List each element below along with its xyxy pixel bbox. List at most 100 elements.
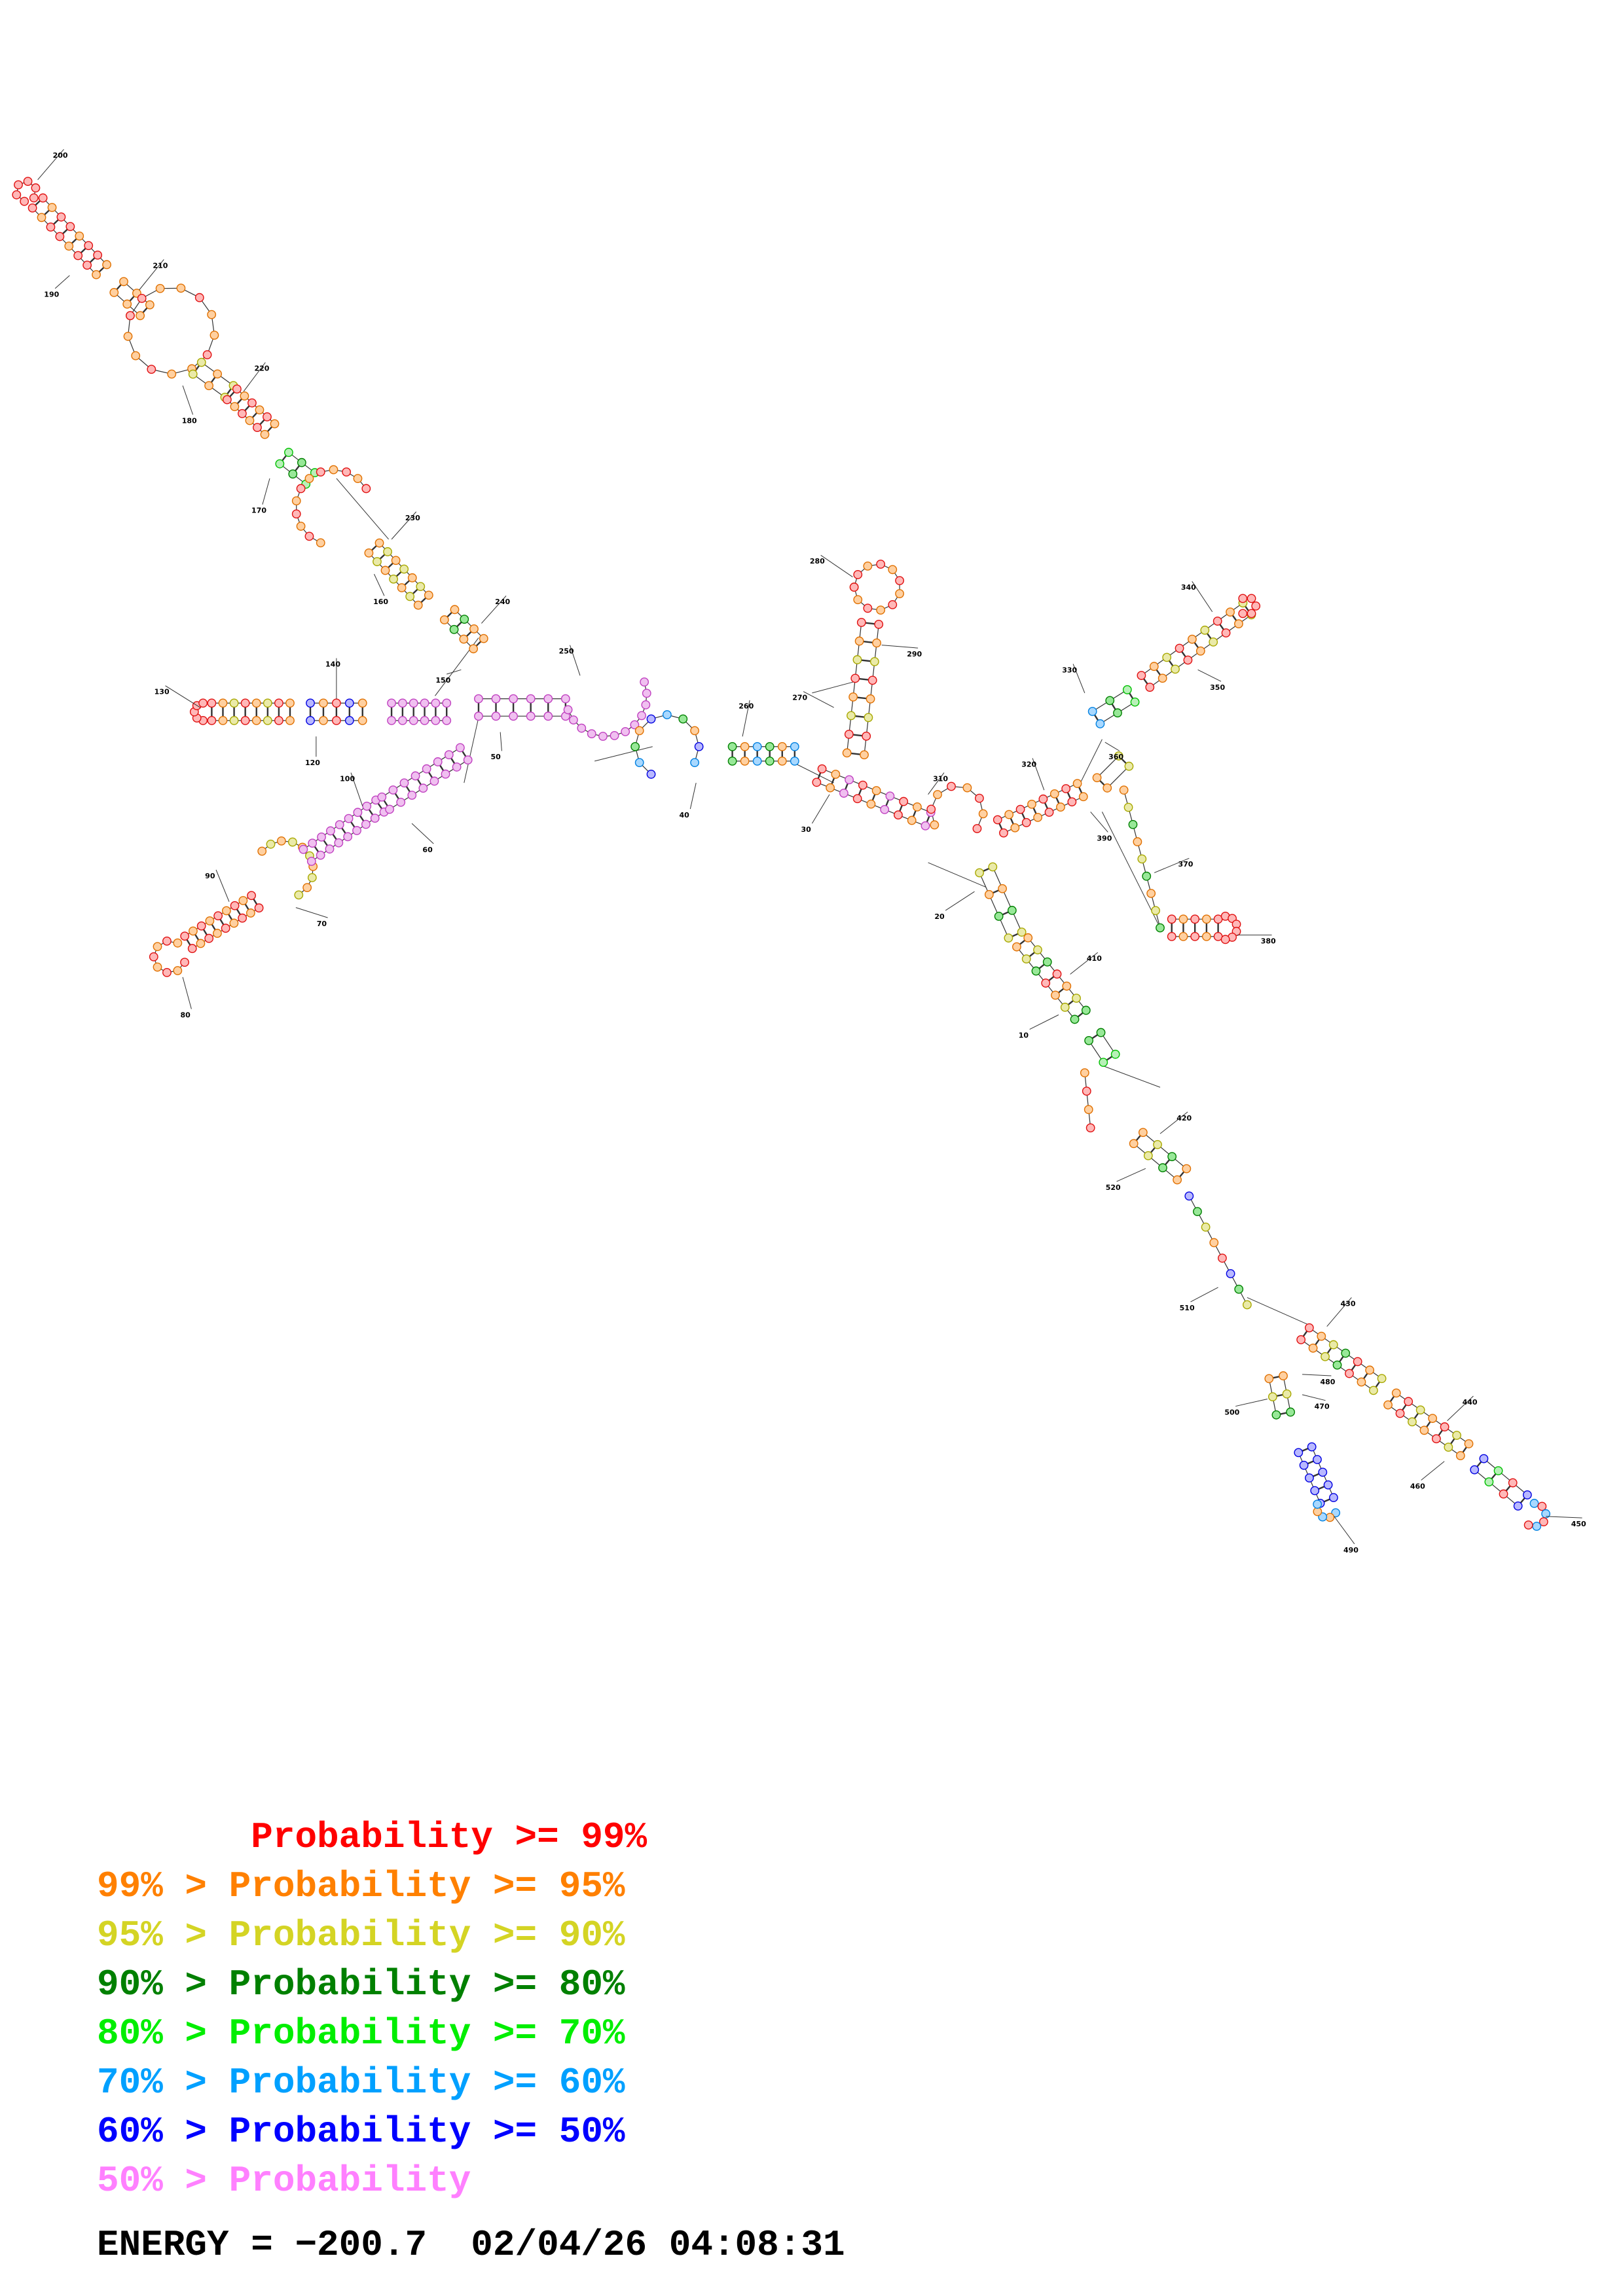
nucleotide — [1329, 1493, 1338, 1503]
nucleotide — [450, 605, 460, 615]
nucleotide — [1264, 1374, 1274, 1384]
nucleotide — [852, 794, 862, 804]
nucleotide — [866, 694, 875, 704]
nucleotide — [296, 484, 306, 493]
nucleotide — [84, 241, 94, 251]
nucleotide — [1395, 1408, 1405, 1418]
nucleotide — [56, 212, 66, 222]
nucleotide — [526, 694, 536, 704]
nucleotide — [1419, 1426, 1429, 1435]
nucleotide — [189, 926, 198, 936]
label-leader — [820, 554, 853, 577]
nucleotide — [690, 758, 700, 767]
nucleotide — [1137, 671, 1146, 680]
nucleotide — [1294, 1448, 1304, 1458]
nucleotide — [439, 615, 449, 624]
nucleotide — [1513, 1501, 1523, 1511]
nucleotide — [383, 547, 392, 556]
nucleotide — [1142, 871, 1152, 881]
nucleotide — [452, 762, 462, 772]
position-label: 350 — [1210, 683, 1225, 692]
position-label: 290 — [907, 650, 922, 658]
nucleotide — [1243, 1300, 1252, 1310]
nucleotide — [20, 196, 29, 206]
nucleotide — [285, 698, 295, 708]
label-leader — [215, 869, 230, 902]
nucleotide — [752, 756, 762, 766]
nucleotide — [1158, 1163, 1167, 1173]
nucleotide — [630, 720, 640, 730]
nucleotide — [1049, 789, 1059, 798]
nucleotide — [388, 785, 398, 795]
nucleotide — [316, 538, 325, 548]
nucleotide — [634, 726, 644, 736]
nucleotide — [1033, 813, 1043, 822]
legend-row: 80% > Probability >= 70% — [97, 2013, 625, 2054]
nucleotide — [526, 711, 536, 721]
label-leader — [1546, 1516, 1582, 1518]
position-label: 440 — [1463, 1398, 1478, 1407]
nucleotide — [752, 742, 762, 751]
backbone-connector — [336, 478, 389, 540]
nucleotide — [82, 260, 92, 270]
nucleotide — [361, 484, 371, 493]
nucleotide — [167, 369, 177, 379]
nucleotide — [1529, 1499, 1539, 1508]
nucleotide — [1084, 1105, 1093, 1115]
nucleotide — [284, 448, 293, 457]
nucleotide — [1085, 1123, 1095, 1133]
position-label: 20 — [934, 912, 945, 921]
nucleotide — [1317, 1331, 1326, 1341]
nucleotide — [469, 624, 479, 634]
nucleotide — [153, 942, 162, 952]
nucleotide — [1145, 683, 1155, 692]
nucleotide — [850, 673, 860, 683]
nucleotide — [409, 698, 418, 708]
nucleotide — [325, 826, 335, 836]
nucleotide — [577, 723, 587, 733]
nucleotide — [329, 465, 338, 475]
nucleotide — [863, 561, 873, 571]
nucleotide — [509, 694, 519, 704]
nucleotide — [429, 776, 439, 786]
nucleotide — [1267, 1392, 1277, 1402]
nucleotide — [1234, 1284, 1244, 1294]
label-leader — [811, 794, 830, 824]
label-leader — [374, 573, 385, 596]
nucleotide — [285, 715, 295, 725]
nucleotide — [1105, 696, 1115, 706]
nucleotide — [1099, 1058, 1108, 1067]
nucleotide — [255, 405, 264, 415]
position-label: 420 — [1176, 1114, 1192, 1122]
nucleotide — [1415, 1405, 1425, 1415]
nucleotide — [64, 242, 74, 251]
nucleotide — [1408, 1417, 1417, 1427]
nucleotide — [1190, 914, 1200, 924]
nucleotide — [856, 618, 866, 627]
nucleotide — [397, 715, 407, 725]
label-leader — [165, 685, 200, 708]
position-label: 180 — [182, 416, 197, 425]
nucleotide — [196, 939, 206, 948]
nucleotide — [316, 850, 325, 860]
nucleotide — [1070, 1014, 1080, 1024]
nucleotide — [416, 582, 426, 592]
nucleotide — [207, 698, 217, 708]
nucleotide — [1493, 1466, 1503, 1476]
nucleotide — [397, 698, 407, 708]
nucleotide — [316, 467, 325, 477]
nucleotide — [188, 369, 198, 379]
nucleotide — [1015, 804, 1025, 814]
nucleotide — [431, 698, 441, 708]
nucleotide — [123, 332, 133, 341]
nucleotide — [14, 180, 23, 190]
nucleotide — [1455, 1451, 1465, 1460]
nucleotide — [1318, 1467, 1328, 1477]
nucleotide — [162, 967, 172, 977]
backbone-connector — [1080, 739, 1103, 783]
nucleotide — [155, 283, 165, 293]
nucleotide — [839, 789, 848, 798]
position-label: 60 — [422, 846, 433, 854]
nucleotide — [176, 283, 186, 293]
nucleotide — [543, 711, 553, 721]
